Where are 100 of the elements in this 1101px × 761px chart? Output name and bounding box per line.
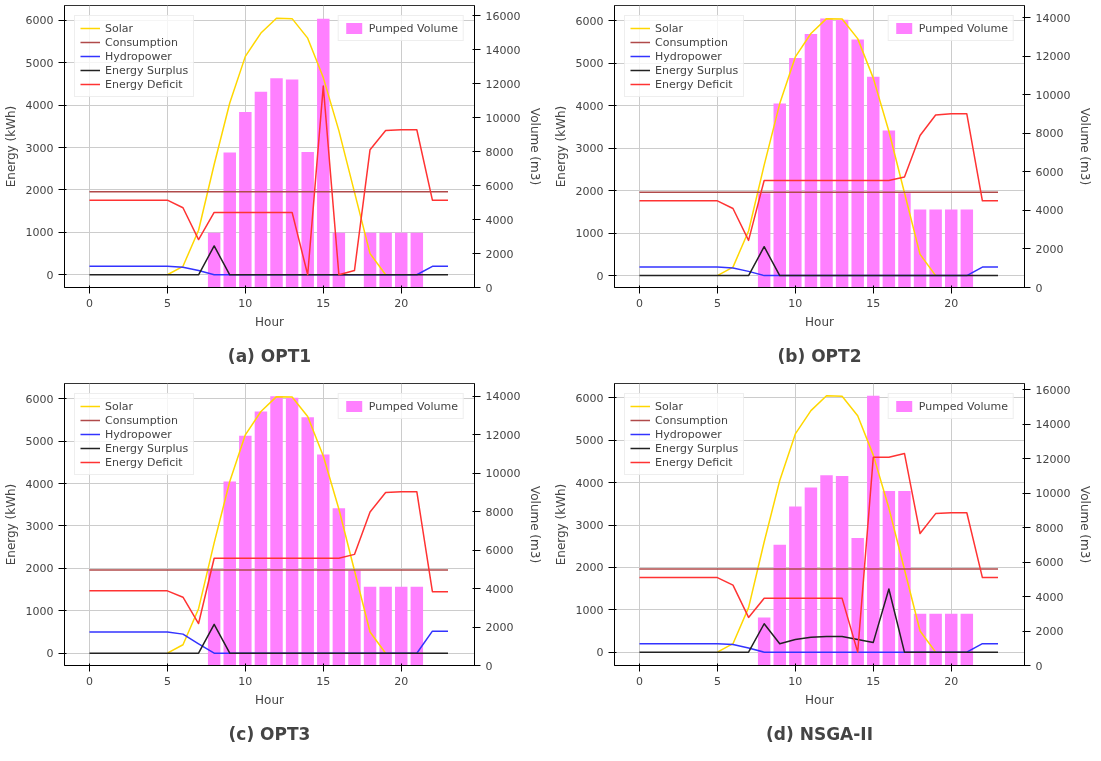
y2-tick-label: 4000	[1035, 590, 1064, 604]
y2-tick-label: 8000	[1035, 127, 1064, 141]
legend-label: Pumped Volume	[918, 399, 1008, 413]
x-tick-label: 5	[713, 296, 721, 310]
y-tick-label: 3000	[25, 519, 54, 533]
legend-label: Energy Deficit	[105, 455, 183, 469]
legend-label: Hydropower	[655, 427, 722, 441]
y2-tick-label: 8000	[1035, 521, 1064, 535]
x-tick-label: 10	[238, 296, 253, 310]
legend-label: Solar	[105, 21, 134, 35]
y2-tick-label: 10000	[1035, 88, 1071, 102]
y2-tick-label: 16000	[485, 9, 521, 23]
y-tick-label: 2000	[575, 561, 604, 575]
y-tick-label: 6000	[25, 14, 54, 28]
legend-label: Energy Surplus	[105, 63, 189, 77]
y-tick-label: 2000	[25, 183, 54, 197]
x-tick-label: 10	[788, 296, 803, 310]
y2-tick-label: 16000	[1035, 383, 1071, 397]
y-tick-label: 5000	[25, 56, 54, 70]
text: (b) OPT2	[777, 346, 862, 366]
text: (c) OPT3	[228, 724, 311, 744]
y2-tick-label: 0	[485, 659, 493, 673]
x-tick-label: 20	[944, 674, 959, 688]
y2-tick-label: 6000	[1035, 165, 1064, 179]
y2-axis-title: Volume (m3)	[1078, 107, 1093, 186]
x-tick-label: 5	[713, 674, 721, 688]
x-tick-label: 20	[944, 296, 959, 310]
x-tick-label: 10	[788, 674, 803, 688]
y2-tick-label: 4000	[1035, 204, 1064, 218]
legend-label: Consumption	[105, 413, 178, 427]
y2-tick-label: 12000	[1035, 452, 1071, 466]
y-tick-label: 4000	[575, 99, 604, 113]
y-tick-label: 5000	[575, 57, 604, 71]
y-tick-label: 6000	[575, 14, 604, 28]
legend-label: Hydropower	[105, 49, 172, 63]
y2-tick-label: 8000	[485, 145, 514, 159]
y-tick-label: 0	[46, 647, 54, 661]
y2-tick-label: 12000	[485, 77, 521, 91]
x-tick-label: 15	[866, 296, 881, 310]
y2-tick-label: 4000	[485, 582, 514, 596]
x-tick-label: 0	[85, 674, 93, 688]
legend-label: Pumped Volume	[918, 21, 1008, 35]
legend-label: Energy Deficit	[105, 77, 183, 91]
y2-tick-label: 6000	[485, 179, 514, 193]
y2-axis-title: Volume (m3)	[528, 107, 543, 186]
y-tick-label: 1000	[25, 226, 54, 240]
legend-label: Hydropower	[105, 427, 172, 441]
y2-tick-label: 2000	[485, 247, 514, 261]
x-tick-label: 10	[238, 674, 253, 688]
y-tick-label: 4000	[25, 477, 54, 491]
legend-label: Energy Deficit	[655, 455, 733, 469]
legend-label: Solar	[655, 21, 684, 35]
text: (d) NSGA-II	[766, 724, 873, 744]
y2-tick-label: 0	[1035, 659, 1043, 673]
legend-label: Pumped Volume	[368, 21, 458, 35]
y-tick-label: 6000	[25, 392, 54, 406]
y2-tick-label: 14000	[1035, 11, 1071, 25]
legend-label: Solar	[655, 399, 684, 413]
y-tick-label: 2000	[25, 562, 54, 576]
x-tick-label: 5	[163, 674, 171, 688]
y2-tick-label: 2000	[485, 621, 514, 635]
x-tick-label: 0	[635, 674, 643, 688]
x-axis-title: Hour	[255, 314, 285, 329]
y2-tick-label: 6000	[1035, 556, 1064, 570]
y-tick-label: 0	[596, 269, 604, 283]
y-tick-label: 2000	[575, 184, 604, 198]
text: (a) OPT1	[227, 346, 312, 366]
y-axis-title: Energy (kWh)	[3, 105, 18, 188]
y2-tick-label: 8000	[485, 505, 514, 519]
x-tick-label: 15	[866, 674, 881, 688]
y2-tick-label: 10000	[485, 111, 521, 125]
y-tick-label: 3000	[575, 142, 604, 156]
y-tick-label: 5000	[25, 435, 54, 449]
y2-tick-label: 4000	[485, 213, 514, 227]
y2-tick-label: 10000	[1035, 487, 1071, 501]
legend-label: Consumption	[655, 35, 728, 49]
y2-tick-label: 0	[1035, 281, 1043, 295]
y2-axis-title: Volume (m3)	[1078, 485, 1093, 564]
legend-label: Solar	[105, 399, 134, 413]
y2-tick-label: 12000	[485, 428, 521, 442]
y-tick-label: 0	[46, 268, 54, 282]
legend-label: Energy Surplus	[655, 63, 739, 77]
y2-tick-label: 14000	[485, 43, 521, 57]
y2-tick-label: 12000	[1035, 50, 1071, 64]
y-tick-label: 1000	[25, 604, 54, 618]
y-tick-label: 4000	[25, 99, 54, 113]
y2-tick-label: 2000	[1035, 625, 1064, 639]
y2-tick-label: 10000	[485, 467, 521, 481]
x-tick-label: 20	[394, 296, 409, 310]
y-tick-label: 0	[596, 646, 604, 660]
legend-label: Energy Deficit	[655, 77, 733, 91]
y-tick-label: 4000	[575, 476, 604, 490]
y-tick-label: 1000	[575, 603, 604, 617]
x-tick-label: 5	[163, 296, 171, 310]
legend-label: Consumption	[655, 413, 728, 427]
legend-label: Consumption	[105, 35, 178, 49]
y2-tick-label: 2000	[1035, 242, 1064, 256]
y2-tick-label: 14000	[485, 390, 521, 404]
x-axis-title: Hour	[805, 692, 835, 707]
y-tick-label: 3000	[25, 141, 54, 155]
